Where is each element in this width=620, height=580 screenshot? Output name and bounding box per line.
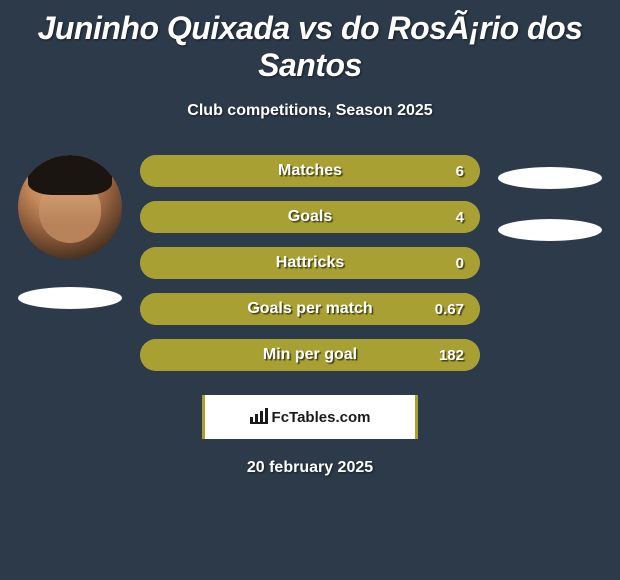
stat-value: 6 (456, 163, 464, 180)
player-left-name-pill (18, 287, 122, 309)
date-text: 20 february 2025 (0, 459, 620, 477)
stat-label: Goals (288, 208, 332, 226)
stat-value: 0 (456, 255, 464, 272)
stat-value: 0.67 (435, 301, 464, 318)
stat-bar-goals: Goals 4 (140, 201, 480, 233)
stat-label: Min per goal (263, 346, 357, 364)
stats-column: Matches 6 Goals 4 Hattricks 0 Goals per … (130, 155, 490, 371)
stat-bar-matches: Matches 6 (140, 155, 480, 187)
logo-text: FcTables.com (272, 409, 371, 426)
player-right-column (490, 155, 610, 241)
bar-chart-icon (250, 410, 268, 424)
player-left-avatar (18, 155, 122, 259)
stat-bar-goals-per-match: Goals per match 0.67 (140, 293, 480, 325)
stat-value: 4 (456, 209, 464, 226)
logo-box: FcTables.com (202, 395, 418, 439)
player-left-column (10, 155, 130, 309)
stat-label: Hattricks (276, 254, 344, 272)
player-right-name-pill-1 (498, 167, 602, 189)
stat-bar-hattricks: Hattricks 0 (140, 247, 480, 279)
stat-bar-min-per-goal: Min per goal 182 (140, 339, 480, 371)
stat-label: Goals per match (247, 300, 372, 318)
stat-label: Matches (278, 162, 342, 180)
player-right-name-pill-2 (498, 219, 602, 241)
subtitle: Club competitions, Season 2025 (0, 102, 620, 120)
comparison-area: Matches 6 Goals 4 Hattricks 0 Goals per … (0, 155, 620, 371)
stat-value: 182 (439, 347, 464, 364)
page-title: Juninho Quixada vs do RosÃ¡rio dos Santo… (0, 0, 620, 84)
